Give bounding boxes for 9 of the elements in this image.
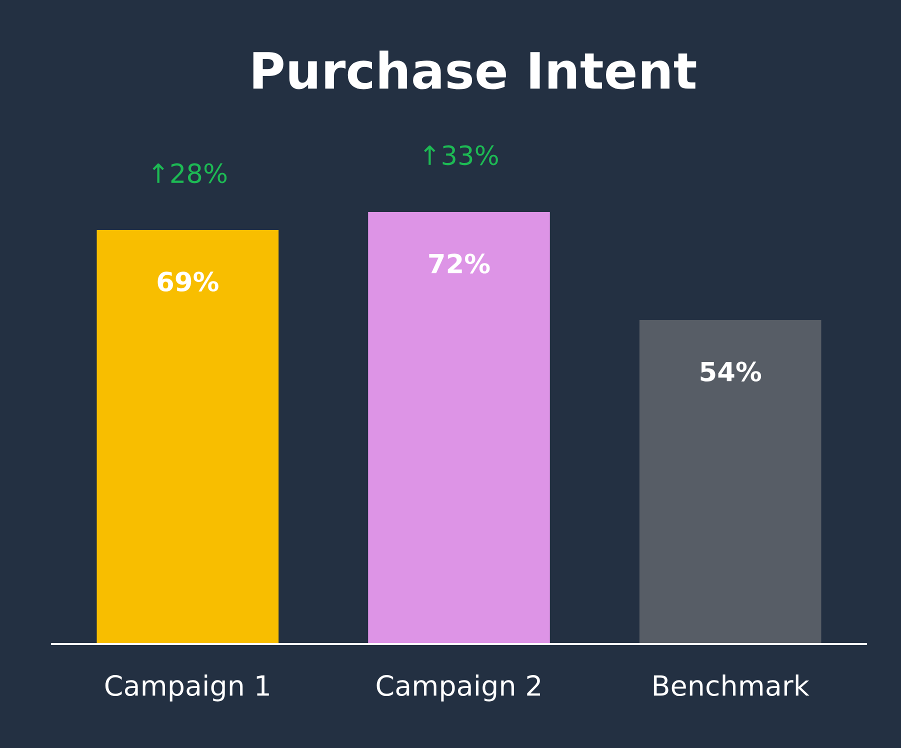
annotation: ↑33% [424, 145, 498, 166]
data-label: 54% [700, 362, 762, 382]
annotation: ↑28% [152, 163, 227, 184]
data-label: 72% [429, 254, 490, 274]
x-tick-label: Campaign 1 [105, 674, 269, 702]
chart-title: Purchase Intent [253, 50, 696, 90]
data-label: 69% [158, 272, 218, 292]
x-tick-label: Campaign 2 [376, 674, 540, 702]
x-tick-label: Benchmark [654, 674, 810, 696]
